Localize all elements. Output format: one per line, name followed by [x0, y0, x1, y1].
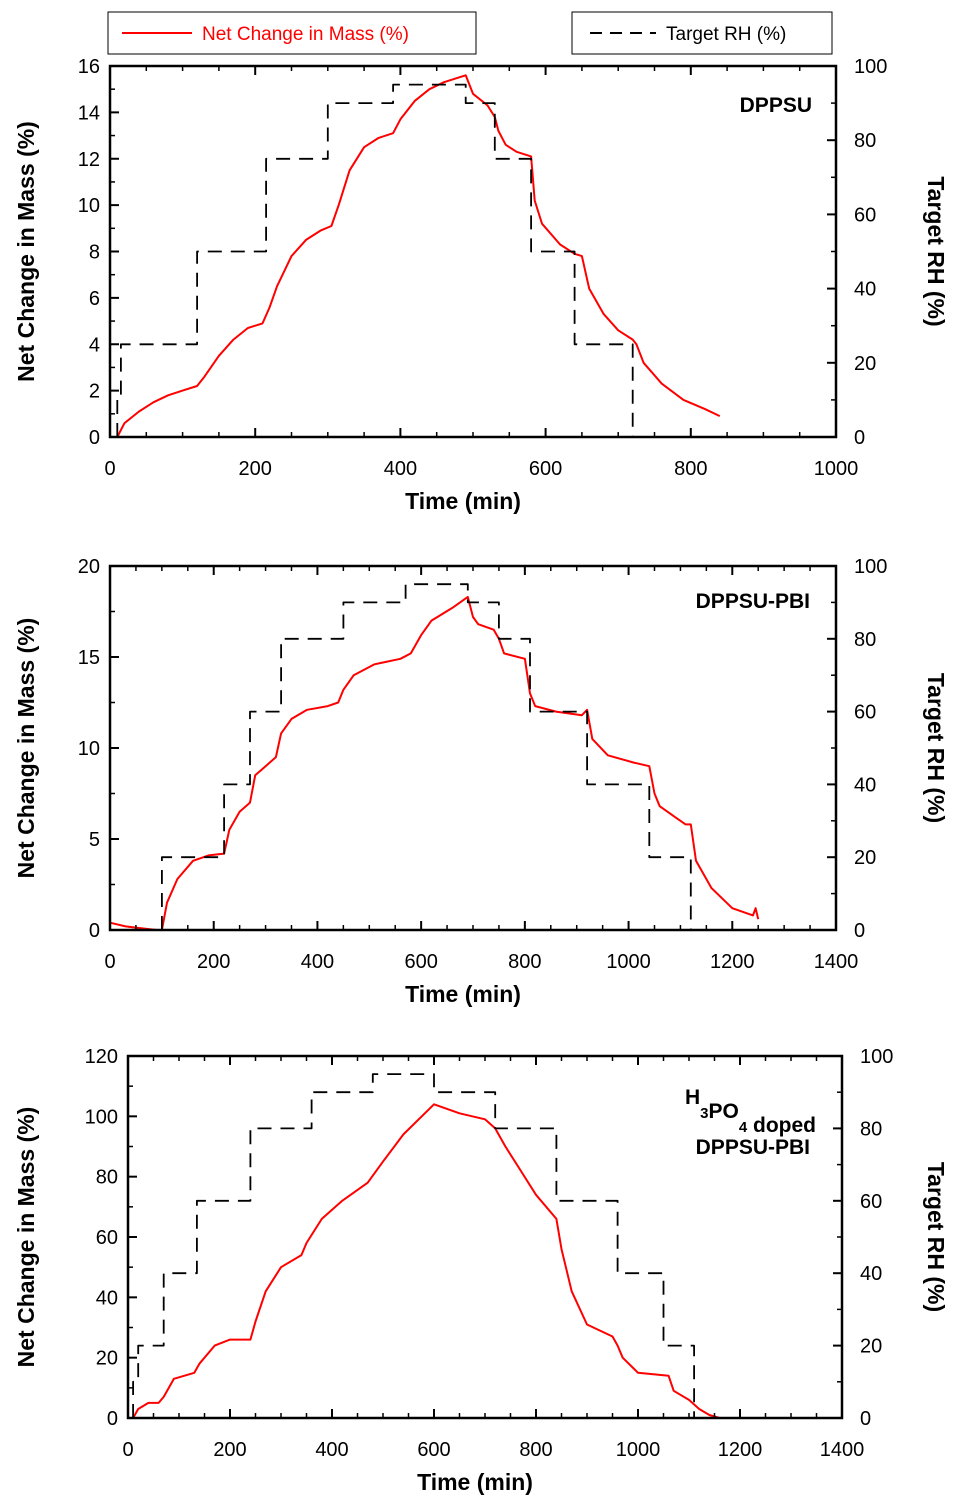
x-tick-label: 600: [529, 458, 562, 480]
y-tick-label: 0: [89, 920, 100, 942]
y2-tick-label: 40: [860, 1263, 882, 1285]
legend-mass: Net Change in Mass (%): [107, 11, 477, 55]
x-tick-label: 1000: [616, 1439, 661, 1461]
chart-panel-dppsu-pbi: 0 200 400 600 800 1000 1200 1400051015200204060…: [13, 556, 949, 1007]
y-tick-label: 12: [78, 149, 100, 171]
panel-label-line2: DPPSU-PBI: [696, 1136, 810, 1159]
plot-frame: [108, 564, 838, 932]
x-tick-label: 1200: [718, 1439, 763, 1461]
x-tick-label: 800: [508, 951, 541, 973]
mass-change-line: [116, 74, 721, 438]
legend-mass-label: Net Change in Mass (%): [202, 24, 409, 45]
x-tick-label: 1000: [606, 951, 651, 973]
mass-change-line: [132, 1103, 766, 1419]
legend-rh-label: Target RH (%): [666, 24, 786, 45]
y2-axis-title: Target RH (%): [923, 673, 949, 823]
y-tick-label: 15: [78, 647, 100, 669]
x-tick-label: 600: [417, 1439, 450, 1461]
target-rh-line: [116, 83, 634, 437]
x-tick-label: 800: [674, 458, 707, 480]
y-tick-label: 20: [78, 556, 100, 578]
x-tick-label: 200: [213, 1439, 246, 1461]
x-tick-label: 0: [104, 458, 115, 480]
x-tick-label: 400: [301, 951, 334, 973]
x-tick-label: 0: [122, 1439, 133, 1461]
y-tick-label: 10: [78, 738, 100, 760]
panel-label-part: PO: [708, 1100, 738, 1123]
y2-tick-label: 100: [854, 56, 887, 78]
legend-rh: Target RH (%): [571, 11, 833, 55]
x-tick-label: 200: [239, 458, 272, 480]
y-tick-label: 10: [78, 195, 100, 217]
x-axis-title: Time (min): [405, 981, 521, 1007]
y-tick-label: 100: [85, 1106, 118, 1128]
panel-label-subscript: 3: [700, 1105, 708, 1122]
y2-tick-label: 0: [860, 1408, 871, 1430]
x-tick-label: 1400: [820, 1439, 865, 1461]
y2-tick-label: 60: [854, 204, 876, 226]
y2-tick-label: 80: [854, 130, 876, 152]
y-axis-title: Net Change in Mass (%): [13, 121, 39, 382]
y-tick-label: 8: [89, 242, 100, 264]
x-tick-label: 1000: [814, 458, 859, 480]
y-tick-label: 5: [89, 829, 100, 851]
y2-axis-title: Target RH (%): [923, 1162, 949, 1312]
y-axis-title: Net Change in Mass (%): [13, 1107, 39, 1368]
y-tick-label: 14: [78, 102, 100, 124]
panel-label: DPPSU: [740, 94, 812, 117]
y-tick-label: 40: [96, 1287, 118, 1309]
x-tick-label: 400: [315, 1439, 348, 1461]
y-tick-label: 2: [89, 381, 100, 403]
y-axis-title: Net Change in Mass (%): [13, 618, 39, 879]
x-tick-label: 600: [404, 951, 437, 973]
x-tick-label: 1200: [710, 951, 755, 973]
chart-panel-dppsu: 0 200 400 600 800 1000 0 2 4 6 8 10 12 14 16 0 20 40 60 80 1…: [13, 56, 949, 514]
panel-label: DPPSU-PBI: [696, 590, 810, 613]
y-tick-label: 20: [96, 1348, 118, 1370]
panel-label-part: doped: [747, 1114, 816, 1137]
x-tick-label: 800: [519, 1439, 552, 1461]
y-tick-label: 60: [96, 1227, 118, 1249]
y2-tick-label: 100: [854, 556, 887, 578]
mass-change-line: [109, 595, 760, 931]
y2-tick-label: 20: [854, 353, 876, 375]
y2-tick-label: 40: [854, 279, 876, 301]
y2-tick-label: 0: [854, 427, 865, 449]
y-tick-label: 80: [96, 1167, 118, 1189]
y-tick-label: 120: [85, 1046, 118, 1068]
y2-tick-label: 20: [860, 1336, 882, 1358]
chart-panel-h3po4-doped: 0 200 400 600 800 1000 1200 1400020406080100120…: [13, 1046, 949, 1495]
x-axis-title: Time (min): [405, 488, 521, 514]
panel-label-part: H: [685, 1086, 700, 1109]
y2-tick-label: 0: [854, 920, 865, 942]
x-axis-title: Time (min): [417, 1469, 533, 1495]
panel-label-line1: H3PO4 doped: [685, 1086, 816, 1137]
y2-tick-label: 60: [854, 702, 876, 724]
y2-tick-label: 80: [854, 629, 876, 651]
y-tick-label: 4: [89, 334, 100, 356]
y2-axis-title: Target RH (%): [923, 176, 949, 326]
x-tick-label: 400: [384, 458, 417, 480]
y-tick-label: 16: [78, 56, 100, 78]
y-tick-label: 0: [89, 427, 100, 449]
panel-label-subscript: 4: [739, 1119, 748, 1136]
y-tick-label: 0: [107, 1408, 118, 1430]
y2-tick-label: 100: [860, 1046, 893, 1068]
x-tick-label: 200: [197, 951, 230, 973]
x-tick-label: 1400: [814, 951, 859, 973]
y2-tick-label: 20: [854, 847, 876, 869]
y2-tick-label: 60: [860, 1191, 882, 1213]
target-rh-line: [132, 1073, 695, 1418]
y2-tick-label: 40: [854, 774, 876, 796]
y-tick-label: 6: [89, 288, 100, 310]
x-tick-label: 0: [104, 951, 115, 973]
y2-tick-label: 80: [860, 1118, 882, 1140]
